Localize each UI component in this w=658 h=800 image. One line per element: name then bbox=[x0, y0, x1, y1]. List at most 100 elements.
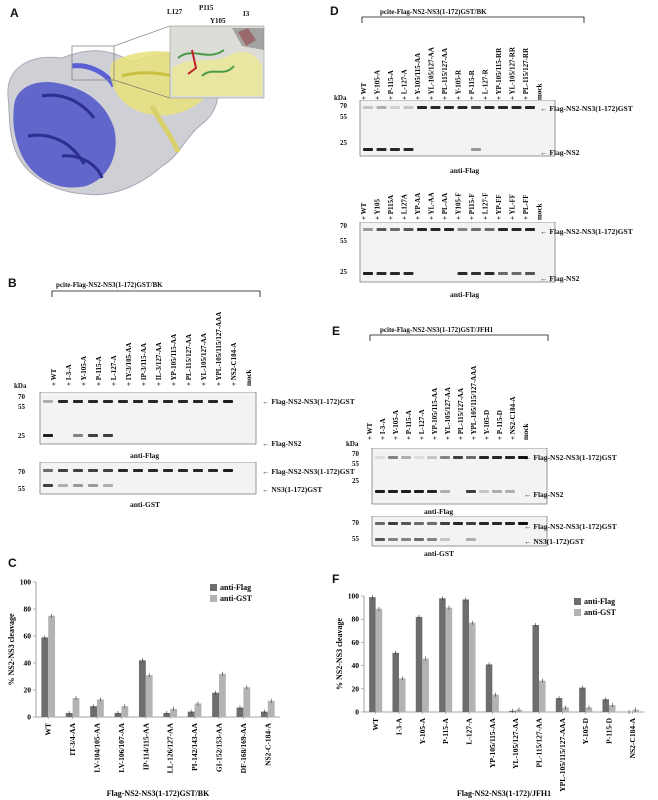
panel-b-gst-band-fusion: ← Flag-NS2-NS3(1-172)GST bbox=[262, 467, 355, 476]
panel-b-construct: pcite-Flag-NS2-NS3(1-172)GST/BK bbox=[56, 281, 163, 289]
blot-band bbox=[440, 522, 450, 525]
blot-band bbox=[466, 538, 476, 541]
y-tick-label: 100 bbox=[20, 578, 32, 587]
panel-d-lane-labels-top: + WT + Y-105-A + P-115-A + L-127-A + Y-105/1… bbox=[360, 46, 544, 100]
bar-anti-Flag bbox=[114, 712, 122, 717]
bar-anti-Flag bbox=[555, 698, 563, 712]
lane-label: + P-115-A bbox=[405, 410, 413, 440]
lane-label: + YL-FF bbox=[509, 194, 517, 220]
blot-band bbox=[193, 469, 203, 472]
bar-anti-GST bbox=[267, 700, 275, 717]
blot-band bbox=[103, 469, 113, 472]
lane-label: + YL-105/127-AA bbox=[200, 333, 208, 386]
y-axis-title: % NS2-NS3 cleavage bbox=[7, 613, 16, 685]
lane-label: + Y-105-A bbox=[392, 410, 400, 440]
bar-anti-GST bbox=[492, 694, 499, 712]
blot-band bbox=[58, 400, 68, 403]
band-label-text: Flag-NS2-NS3(1-172)GST bbox=[533, 522, 617, 531]
lane-label: + WT bbox=[360, 202, 368, 220]
lane-label: + YP-FF bbox=[495, 194, 503, 220]
residue-label-y105: Y105 bbox=[210, 17, 226, 25]
y-tick-label: 20 bbox=[24, 686, 32, 695]
blot-band bbox=[492, 490, 502, 493]
blot-band bbox=[73, 469, 83, 472]
blot-band bbox=[427, 522, 437, 525]
panel-b-band-label-fusion: ← Flag-NS2-NS3(1-172)GST bbox=[262, 397, 355, 406]
lane-label: mock bbox=[536, 204, 544, 220]
band-label-text: Flag-NS2 bbox=[549, 148, 580, 157]
blot-band bbox=[118, 400, 128, 403]
blot-band bbox=[43, 484, 53, 487]
panel-e-gst-band-fusion: ← Flag-NS2-NS3(1-172)GST bbox=[524, 522, 617, 531]
blot-band bbox=[414, 490, 424, 493]
panel-d-bracket bbox=[361, 16, 585, 23]
x-tick-label: LV-106/107-AA bbox=[117, 722, 126, 772]
lane-label: + L-127-A bbox=[401, 69, 409, 100]
blot-band bbox=[471, 106, 481, 109]
lane-label: + Y-105/115-AA bbox=[414, 53, 422, 100]
lane-label: mock bbox=[245, 370, 253, 386]
x-tick-label: P-115-D bbox=[605, 717, 614, 743]
lane-label: + L-127-A bbox=[418, 409, 426, 440]
lane-label: + L-127-R bbox=[482, 68, 490, 100]
blot-band bbox=[133, 469, 143, 472]
blot-band bbox=[430, 228, 441, 231]
lane-label: + Y105-F bbox=[455, 192, 463, 220]
legend-swatch bbox=[210, 584, 217, 591]
x-tick-label: YP-105/115-AA bbox=[488, 717, 497, 768]
x-tick-label: PI-142/143-AA bbox=[190, 722, 199, 770]
x-tick-label: Y-105-A bbox=[418, 717, 427, 744]
panel-d-blot-bottom bbox=[359, 222, 556, 283]
bar-anti-GST bbox=[445, 607, 453, 712]
blot-band bbox=[73, 434, 83, 437]
blot-band bbox=[88, 469, 98, 472]
y-tick-label: 60 bbox=[352, 638, 360, 647]
panel-b-blot-anti-flag bbox=[39, 392, 257, 445]
bar-anti-GST bbox=[48, 615, 56, 717]
panel-d-lane-labels-bottom: + WT + Y105 + P115A + L127A + YP-AA + YL-AA + … bbox=[360, 192, 544, 220]
bar-anti-GST bbox=[72, 698, 80, 717]
bar-anti-Flag bbox=[236, 707, 244, 717]
blot-band bbox=[223, 469, 233, 472]
lane-label: mock bbox=[536, 84, 544, 100]
blot-band bbox=[375, 522, 385, 525]
blot-band bbox=[444, 228, 454, 231]
residue-label-p115: P115 bbox=[199, 4, 214, 12]
panel-e-construct: pcite-Flag-NS2-NS3(1-172)GST/JFH1 bbox=[380, 326, 494, 334]
lane-label: + YP-105/115-AA bbox=[431, 388, 439, 440]
x-tick-label: LV-104/105-AA bbox=[93, 722, 102, 772]
x-tick-label: NS2-C184-A bbox=[628, 717, 637, 758]
lane-label: + Y-105-R bbox=[455, 69, 463, 100]
blot-band bbox=[492, 522, 502, 525]
panel-b-band-label-ns2: ← Flag-NS2 bbox=[262, 439, 302, 448]
lane-label: + IP-3/115-AA bbox=[140, 343, 148, 386]
panel-label-c: C bbox=[8, 556, 17, 570]
y-tick-label: 0 bbox=[27, 713, 31, 722]
blot-band bbox=[479, 490, 489, 493]
panel-b-marker-25: 25 bbox=[18, 432, 25, 440]
x-axis-title: Flag-NS2-NS3(1-172)GST/BK bbox=[107, 789, 210, 798]
blot-band bbox=[388, 538, 398, 541]
x-tick-label: GI-152/153-AA bbox=[215, 722, 224, 772]
blot-band bbox=[444, 106, 454, 109]
lane-label: + L127A bbox=[401, 194, 409, 220]
legend-swatch bbox=[574, 609, 581, 616]
blot-band bbox=[73, 484, 83, 487]
blot-band bbox=[363, 272, 373, 275]
blot-band bbox=[414, 456, 424, 459]
lane-label: + YP-105/115-AA bbox=[170, 334, 178, 386]
blot-band bbox=[471, 228, 481, 231]
blot-band bbox=[518, 456, 528, 459]
x-tick-label: IT-3/4-AA bbox=[68, 722, 77, 755]
blot-band bbox=[43, 400, 53, 403]
x-tick-label: PL-115/127-AA bbox=[535, 717, 544, 767]
blot-band bbox=[466, 490, 476, 493]
blot-band bbox=[466, 522, 476, 525]
lane-label: + IL-3/127-AA bbox=[155, 342, 163, 386]
lane-label: + PL-115/127-AA bbox=[441, 48, 449, 100]
panel-b-marker-70: 70 bbox=[18, 393, 25, 401]
legend-label: anti-Flag bbox=[584, 597, 615, 606]
blot-band bbox=[390, 228, 400, 231]
x-tick-label: YPL-105/115/127-AAA bbox=[558, 717, 567, 791]
panel-e-blot-anti-gst bbox=[371, 516, 548, 547]
